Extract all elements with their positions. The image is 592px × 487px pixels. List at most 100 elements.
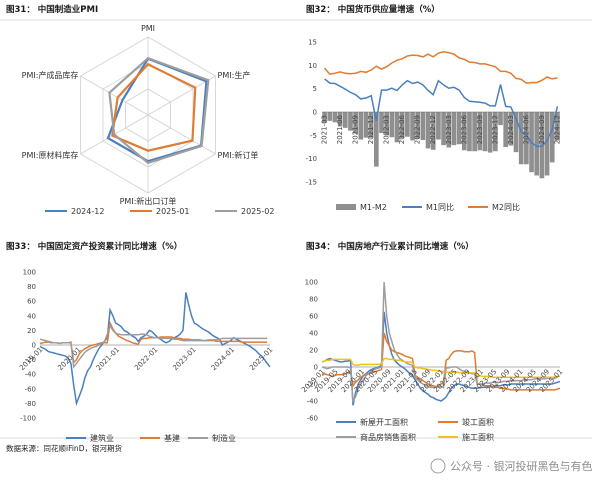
m1-m2-bar [420, 112, 426, 140]
m1-m2-bar [456, 112, 462, 145]
m1-m2-bar [477, 112, 483, 151]
m1-m2-bar [461, 112, 467, 151]
x-tick-label: 2024-06 [522, 114, 530, 144]
m1-m2-bar [482, 112, 488, 152]
series-line-施工面积 [321, 357, 560, 378]
m1-m2-bar [342, 112, 348, 128]
m1-m2-bar [498, 112, 503, 126]
x-tick-label: 2022-01 [133, 346, 159, 372]
legend-label: 2024-12 [71, 207, 104, 216]
m1-m2-bar [467, 112, 472, 152]
legend-label: 2025-02 [241, 207, 274, 216]
y-tick-label: -20 [25, 356, 36, 364]
m1-m2-bar [394, 112, 400, 143]
legend-label: M2同比 [492, 202, 520, 212]
m1-m2-bar [436, 112, 441, 140]
radar-spoke [80, 75, 149, 116]
y-tick-label: -5 [310, 132, 317, 140]
panel3-fixed-asset-chart: -100 -80 -60 -40 -20 0 20 40 60 80 100 2019-01 2020-… [18, 269, 274, 444]
panel4-real-estate-chart: -60-40-200204060801002019-012019-052019-… [300, 279, 564, 443]
x-tick-label: 2024-03 [507, 115, 515, 144]
x-tick-label: 2021-09 [352, 115, 360, 144]
m1-m2-bar [384, 112, 390, 136]
watermark-text: 公众号 · 银河投研黑色与有色 [450, 459, 592, 473]
legend-label: 制造业 [212, 433, 236, 443]
y-tick-label: -10 [306, 155, 317, 163]
x-tick-label: 2022-12 [429, 115, 437, 144]
x-tick-label: 2024-12 [553, 115, 561, 144]
y-tick-label: 80 [309, 296, 318, 304]
radar-spoke [147, 75, 216, 116]
series-line-制造业 [39, 324, 268, 369]
m1-m2-bar [379, 112, 384, 133]
m1-m2-bar [348, 112, 353, 131]
legend-label: 2025-01 [156, 207, 189, 216]
y-tick-label: -100 [20, 415, 36, 423]
m1-m2-bar [544, 112, 550, 176]
m1-m2-bar [353, 112, 358, 134]
series-line-商品房销售面积 [321, 281, 558, 404]
y-tick-label: -60 [307, 415, 318, 423]
m1-m2-bar [327, 112, 333, 121]
m1-m2-bar [555, 112, 560, 141]
m1-m2-bar [368, 112, 374, 138]
x-tick-label: 2023-12 [491, 115, 499, 144]
y-tick-label: 15 [308, 39, 317, 47]
m1-m2-bar [513, 112, 519, 153]
m1-line [324, 78, 559, 148]
radar-axis-label: PMI:新订单 [218, 150, 259, 160]
y-tick-label: 80 [27, 283, 36, 291]
y-tick-label: 20 [309, 347, 318, 355]
x-tick-label: 2021-12 [367, 115, 375, 144]
legend-label: 竣工面积 [462, 417, 494, 427]
legend-label: M1-M2 [360, 203, 387, 212]
x-tick-label: 2023-09 [476, 115, 484, 144]
panel1-radar-chart: PMI PMI:生产 PMI:新订单 PMI:新出口订单 PMI:原材料库存 PMI:产成… [22, 24, 275, 216]
x-tick-label: 2024-09 [538, 115, 546, 144]
m1-m2-bar [399, 112, 405, 139]
m1-m2-bar [415, 112, 421, 139]
x-tick-label: 2021-03 [321, 115, 329, 144]
m1-m2-bar [389, 112, 395, 138]
x-tick-label: 2023-03 [445, 115, 453, 144]
m1-m2-bar [539, 112, 545, 179]
y-tick-label: 100 [23, 269, 36, 277]
radar-axis-label: PMI:原材料库存 [22, 150, 79, 160]
x-tick-label: 2023-01 [171, 346, 197, 372]
legend-label: 建筑业 [90, 433, 114, 443]
y-tick-label: -80 [25, 400, 36, 408]
m1-m2-bar [524, 112, 529, 165]
y-tick-label: 20 [27, 327, 36, 335]
y-tick-label: 0 [314, 364, 318, 372]
m1-m2-bar [472, 112, 477, 152]
m1-m2-bar [503, 112, 509, 147]
series-line-新屋开工面积 [321, 311, 561, 406]
m1-m2-bar [425, 112, 431, 149]
m1-m2-bar [410, 112, 415, 141]
y-tick-label: -40 [307, 398, 318, 406]
panel1-title: 图31： 中国制造业PMI [6, 4, 98, 15]
legend-label: 基建 [164, 433, 180, 443]
x-tick-label: 2022-06 [398, 114, 406, 144]
panel3-title: 图33： 中国固定资产投资累计同比增速（%） [6, 241, 182, 252]
y-tick-label: 60 [309, 313, 318, 321]
m1-m2-bar [373, 112, 379, 167]
x-tick-label: 2022-03 [383, 115, 391, 144]
m1-m2-bar [332, 112, 338, 123]
legend-label: 施工面积 [462, 432, 494, 442]
radar-series-2024-12 [106, 57, 208, 163]
y-tick-label: 100 [305, 279, 318, 287]
y-tick-label: 10 [308, 62, 317, 70]
y-tick-label: 0 [313, 109, 317, 117]
radar-series-2025-02 [108, 56, 210, 165]
series-line-竣工面积 [321, 332, 561, 391]
radar-spoke [147, 114, 216, 155]
panel2-money-supply-chart: -15 -10 -5 0 5 10 15 2021-03 2021-06 2021-09 2021-… [306, 39, 562, 213]
m1-m2-bar [534, 112, 540, 176]
m1-m2-bar [451, 112, 457, 146]
radar-series-2025-01 [111, 62, 197, 152]
y-tick-label: 0 [32, 342, 36, 350]
legend-label: 新屋开工面积 [360, 417, 408, 427]
x-tick-label: 2021-06 [336, 114, 344, 144]
m1-m2-bar [518, 112, 524, 165]
